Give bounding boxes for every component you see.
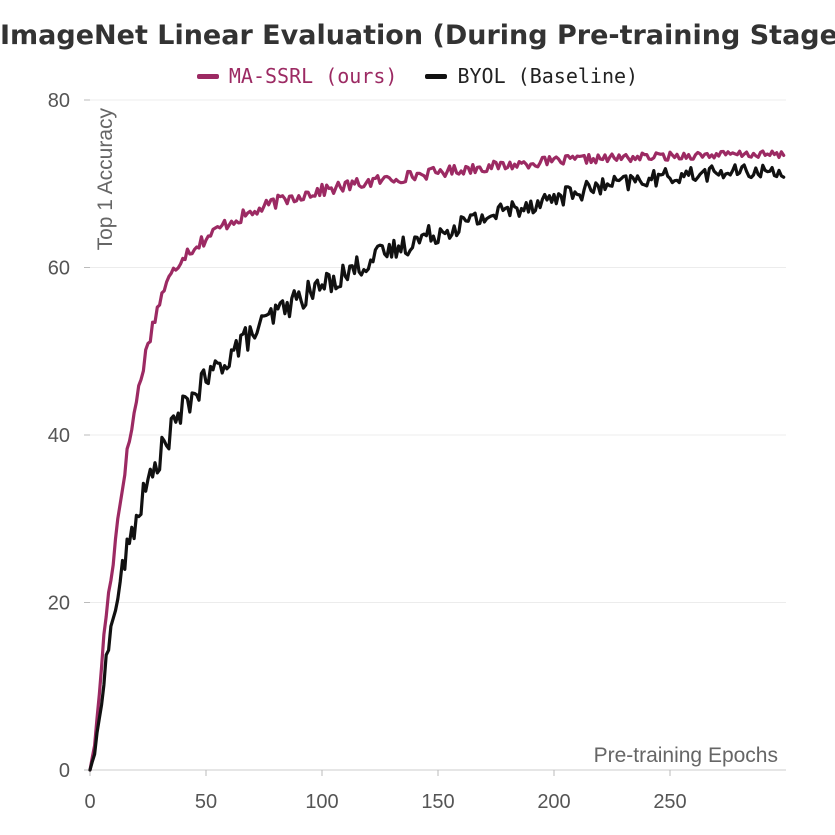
series-line-ma-ssrl [88,149,786,772]
x-tick-label-250: 250 [653,791,686,813]
x-tick-label-50: 50 [195,791,217,813]
x-tick-label-0: 0 [84,791,95,813]
y-tick-label-80: 80 [48,90,70,112]
legend-label-ma-ssrl: MA-SSRL (ours) [228,64,398,88]
series-line-byol [88,163,786,772]
legend: MA-SSRL (ours) BYOL (Baseline) [0,64,835,88]
x-tick-label-100: 100 [305,791,338,813]
tick-labels: 0 20 40 60 80 0 50 100 150 200 250 [48,90,687,813]
chart-title: ImageNet Linear Evaluation (During Pre-t… [0,20,835,51]
grid-lines [90,99,786,603]
legend-swatch-byol [425,73,448,79]
y-tick-label-60: 60 [48,258,70,280]
y-tick-label-20: 20 [48,593,70,615]
y-axis-label: Top 1 Accuracy [94,108,117,251]
legend-item-byol[interactable]: BYOL (Baseline) [425,64,638,88]
y-tick-label-40: 40 [48,425,70,447]
legend-item-ma-ssrl[interactable]: MA-SSRL (ours) [196,64,398,88]
legend-swatch-ma-ssrl [196,73,219,79]
x-axis-label: Pre-training Epochs [594,744,778,767]
y-tick-label-0: 0 [59,760,70,782]
axes [84,99,786,776]
series-lines [88,149,786,772]
x-tick-label-150: 150 [421,791,454,813]
x-tick-label-200: 200 [537,791,570,813]
legend-label-byol: BYOL (Baseline) [457,64,639,88]
